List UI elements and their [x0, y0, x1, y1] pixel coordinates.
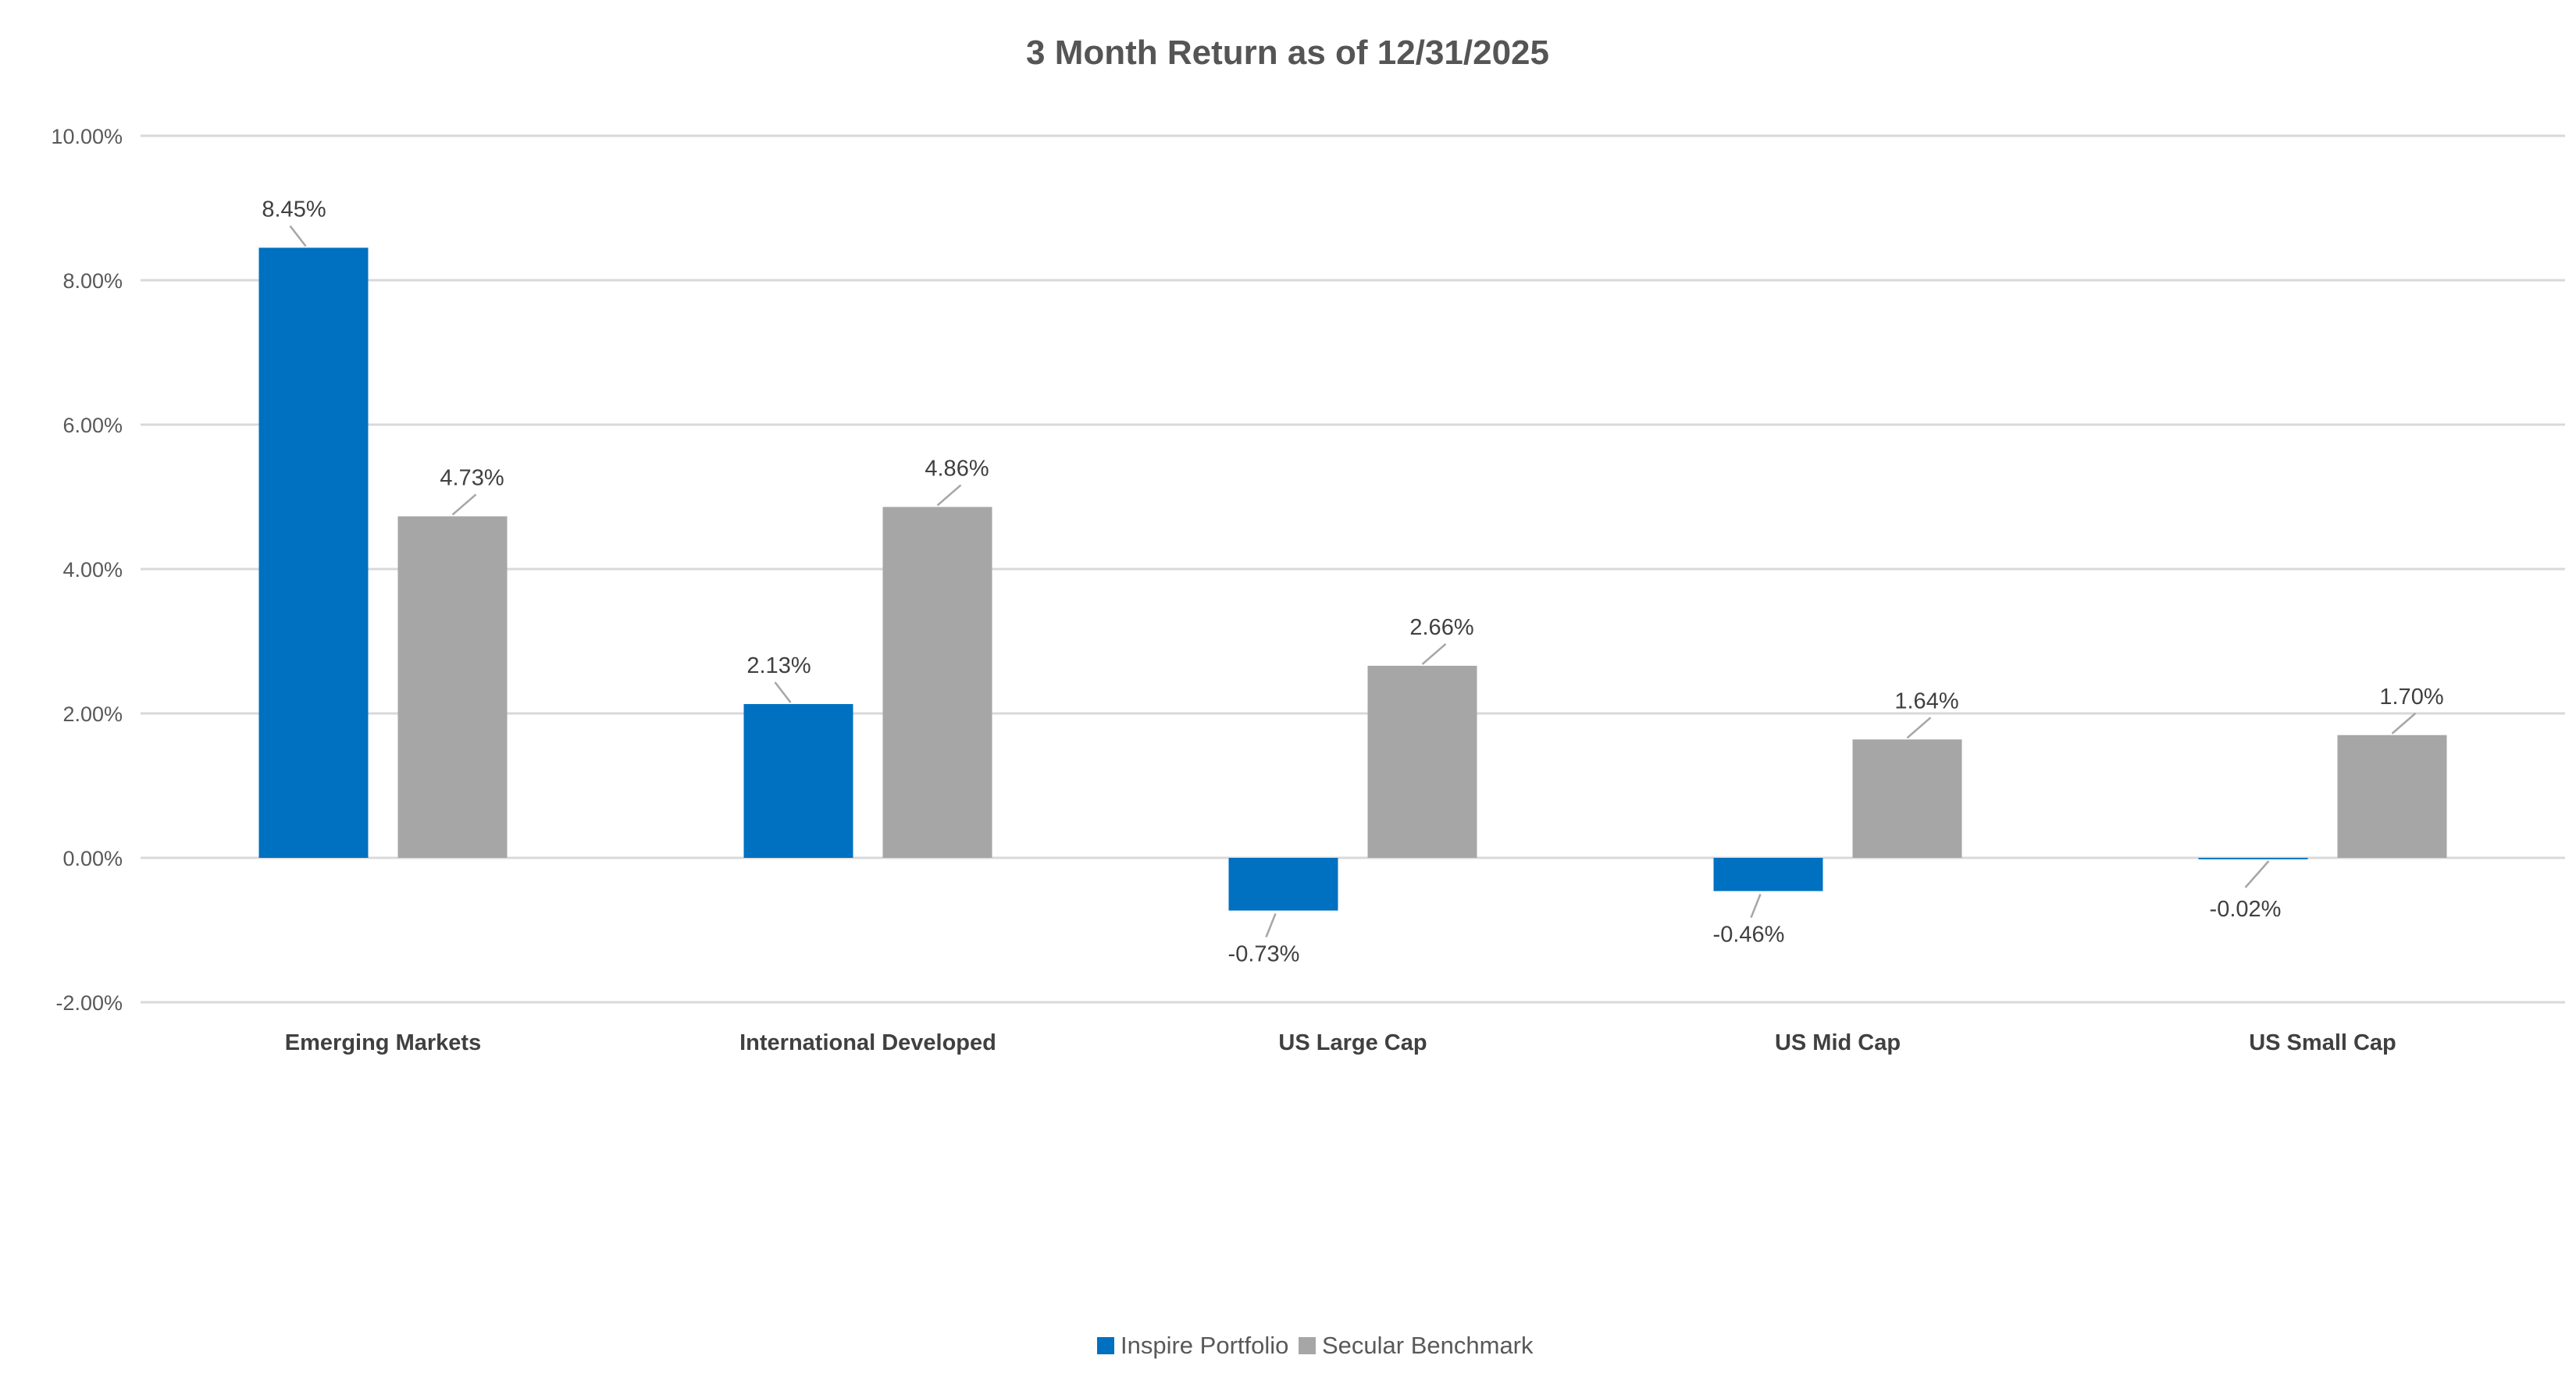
gridlines — [141, 134, 2565, 1004]
bar-inspire-portfolio — [1228, 858, 1338, 911]
y-tick-label: 0.00% — [62, 847, 123, 870]
bar-secular-benchmark — [882, 507, 992, 858]
legend-item-secular-benchmark[interactable]: Secular Benchmark — [1299, 1332, 1534, 1359]
bar-inspire-portfolio — [743, 703, 853, 858]
y-tick-label: -2.00% — [55, 991, 123, 1015]
leader-line — [774, 681, 792, 703]
leader-line — [1265, 913, 1277, 937]
data-label: 2.13% — [746, 653, 811, 678]
legend-swatch — [1097, 1337, 1114, 1354]
legend-swatch — [1299, 1337, 1316, 1354]
category-label: Emerging Markets — [285, 1030, 481, 1055]
category-label: International Developed — [739, 1030, 996, 1055]
bar-secular-benchmark — [2337, 735, 2447, 858]
chart-title: 3 Month Return as of 12/31/2025 — [1026, 34, 1549, 72]
legend-label: Inspire Portfolio — [1121, 1332, 1288, 1359]
data-label-leader-lines — [289, 225, 2417, 937]
legend-item-inspire-portfolio[interactable]: Inspire Portfolio — [1097, 1332, 1288, 1359]
category-label: US Large Cap — [1278, 1030, 1427, 1055]
data-label: 8.45% — [262, 197, 326, 222]
leader-line — [936, 484, 962, 507]
bar-inspire-portfolio — [2198, 858, 2308, 859]
data-label: 4.73% — [440, 465, 504, 490]
data-label: -0.73% — [1228, 942, 1300, 967]
legend[interactable]: Inspire Portfolio Secular Benchmark — [1097, 1332, 1534, 1359]
data-label: 1.70% — [2379, 685, 2443, 710]
data-labels: 8.45% 4.73% 2.13% 4.86% -0.73% 2.66% -0.46% 1.6… — [262, 197, 2443, 966]
bars — [258, 247, 2447, 911]
data-label: 1.64% — [1894, 688, 1958, 713]
leader-line — [289, 225, 307, 247]
data-label: -0.02% — [2210, 897, 2282, 922]
bar-inspire-portfolio — [1713, 858, 1823, 891]
bar-secular-benchmark — [1852, 739, 1962, 858]
x-axis-category-labels: Emerging Markets International Developed U… — [285, 1030, 2396, 1055]
category-label: US Small Cap — [2249, 1030, 2396, 1055]
leader-line — [1421, 643, 1447, 665]
bar-inspire-portfolio — [258, 247, 369, 858]
y-tick-label: 2.00% — [62, 703, 123, 726]
leader-line — [451, 493, 477, 516]
y-tick-label: 10.00% — [51, 125, 123, 148]
leader-line — [2391, 712, 2417, 735]
leader-line — [1750, 894, 1762, 919]
leader-line — [1906, 717, 1932, 739]
leader-line — [2244, 860, 2270, 888]
y-tick-label: 4.00% — [62, 558, 123, 582]
bar-secular-benchmark — [1367, 665, 1477, 858]
legend-label: Secular Benchmark — [1322, 1332, 1534, 1359]
y-tick-label: 8.00% — [62, 269, 123, 293]
y-axis-tick-labels: 10.00% 8.00% 6.00% 4.00% 2.00% 0.00% -2.00% — [51, 125, 123, 1015]
y-tick-label: 6.00% — [62, 414, 123, 437]
bar-secular-benchmark — [397, 516, 508, 858]
data-label: 2.66% — [1409, 615, 1473, 640]
data-label: -0.46% — [1713, 923, 1785, 948]
data-label: 4.86% — [925, 456, 989, 481]
category-label: US Mid Cap — [1775, 1030, 1901, 1055]
